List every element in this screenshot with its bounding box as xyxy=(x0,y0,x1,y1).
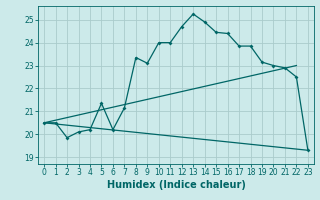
X-axis label: Humidex (Indice chaleur): Humidex (Indice chaleur) xyxy=(107,180,245,190)
